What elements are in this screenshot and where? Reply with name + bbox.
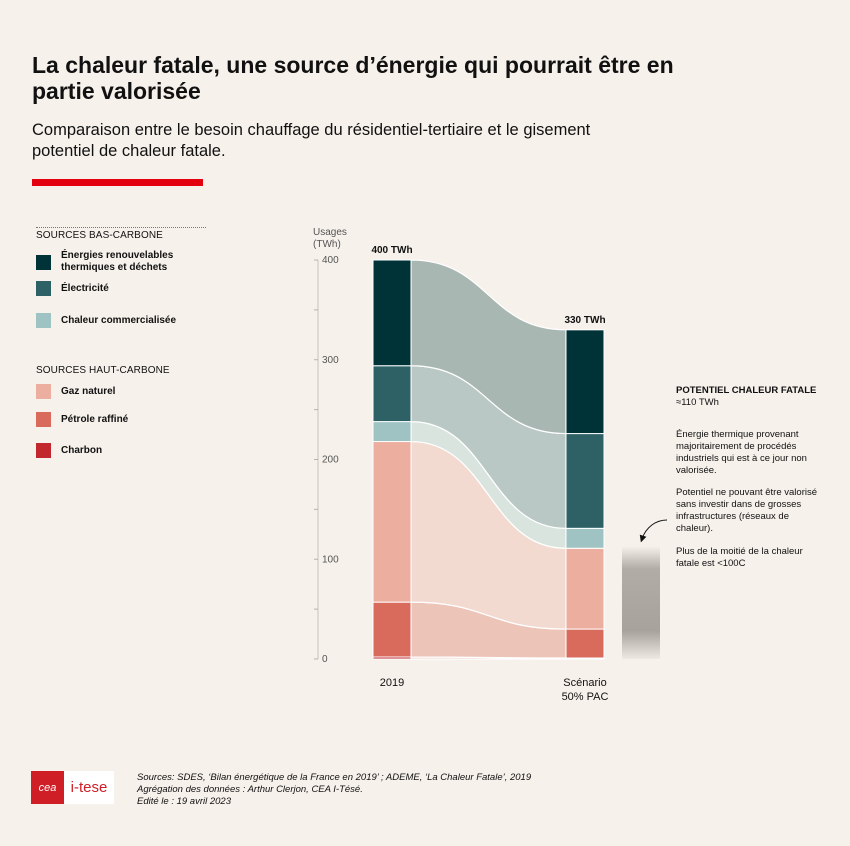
stacked-bar-segment — [372, 601, 412, 658]
legend-item-electricity: Électricité — [36, 281, 109, 296]
legend-swatch — [36, 281, 51, 296]
legend-label: Pétrole raffiné — [61, 413, 129, 425]
stacked-bar-segment — [565, 433, 605, 529]
legend-label: Énergies renouvelables thermiques et déc… — [61, 250, 174, 273]
legend-label: Chaleur commercialisée — [61, 314, 177, 326]
legend-item-gas: Gaz naturel — [36, 384, 115, 399]
callout-title: POTENTIEL CHALEUR FATALE ≈110 TWh — [676, 385, 826, 409]
footer-edited: Edité le : 19 avril 2023 — [137, 796, 232, 807]
waste-heat-bar — [622, 546, 660, 659]
x-category-label: 2019 — [380, 677, 404, 689]
legend-item-district-heat: Chaleur commercialisée — [36, 313, 176, 328]
legend-label: Gaz naturel — [61, 385, 116, 397]
accent-bar — [32, 179, 203, 186]
legend-label: Charbon — [61, 444, 103, 456]
stacked-bar-segment — [372, 421, 412, 443]
stacked-bar-segment — [372, 365, 412, 423]
stacked-bar-segment — [565, 527, 605, 549]
legend-swatch — [36, 254, 51, 270]
y-tick-label: 400 — [322, 255, 339, 266]
page-title: La chaleur fatale, une source d’énergie … — [32, 52, 674, 104]
legend-item-coal: Charbon — [36, 443, 102, 458]
legend-swatch — [36, 313, 51, 328]
callout-value: ≈110 TWh — [676, 397, 719, 408]
legend-swatch — [36, 384, 51, 399]
legend-swatch — [36, 412, 51, 427]
y-tick-label: 200 — [322, 455, 339, 466]
legend-item-renewables: Énergies renouvelables thermiques et déc… — [36, 250, 191, 274]
legend-heading-high-carbon: SOURCES HAUT-CARBONE — [36, 365, 170, 376]
callout-paragraph-1: Énergie thermique provenant majoritairem… — [676, 429, 807, 476]
callout-arrow — [639, 519, 668, 543]
logo-itese: i-tese — [64, 771, 114, 804]
y-axis-title-line2: (TWh) — [313, 239, 341, 250]
stacked-bar-segment — [372, 259, 412, 367]
stacked-bar-segment — [565, 628, 605, 659]
cea-itese-logo: cea i-tese — [31, 771, 114, 804]
stacked-bar-segment — [372, 441, 412, 603]
legend-swatch — [36, 443, 51, 458]
callout-paragraph-2: Potentiel ne pouvant être valorisé sans … — [676, 487, 818, 534]
stacked-bar-segment — [565, 329, 605, 435]
y-axis-title-line1: Usages — [313, 227, 347, 238]
legend-heading-low-carbon: SOURCES BAS-CARBONE — [36, 230, 163, 241]
column-total-label: 330 TWh — [564, 315, 605, 326]
x-category-label: Scénario — [563, 677, 606, 689]
logo-cea: cea — [31, 771, 64, 804]
legend-label: Électricité — [61, 282, 109, 294]
column-total-label: 400 TWh — [371, 245, 412, 256]
y-tick-label: 0 — [322, 654, 328, 665]
callout-paragraph-3: Plus de la moitié de la chaleur fatale e… — [676, 546, 803, 569]
legend-item-oil: Pétrole raffiné — [36, 412, 128, 427]
y-tick-label: 100 — [322, 554, 339, 565]
callout-heading: POTENTIEL CHALEUR FATALE — [676, 385, 817, 396]
footer-sources: Sources: SDES, ‘Bilan énergétique de la … — [137, 772, 532, 783]
stacked-bar-segment — [565, 547, 605, 630]
legend-divider — [36, 227, 206, 228]
y-tick-label: 300 — [322, 355, 339, 366]
page-subtitle: Comparaison entre le besoin chauffage du… — [32, 121, 591, 160]
footer-aggregation: Agrégation des données : Arthur Clerjon,… — [137, 784, 363, 795]
x-category-label: 50% PAC — [562, 691, 609, 703]
footer-credits: Sources: SDES, ‘Bilan énergétique de la … — [137, 772, 531, 808]
